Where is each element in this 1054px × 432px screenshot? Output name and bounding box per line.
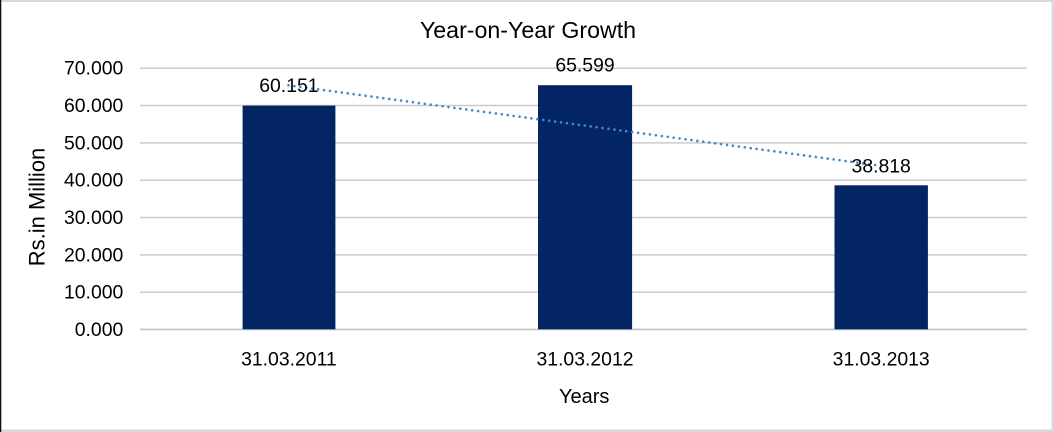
- svg-text:60.000: 60.000: [64, 95, 124, 117]
- svg-text:30.000: 30.000: [64, 207, 124, 229]
- svg-text:50.000: 50.000: [64, 132, 124, 154]
- svg-text:20.000: 20.000: [64, 244, 124, 266]
- svg-text:31.03.2012: 31.03.2012: [536, 348, 633, 370]
- svg-text:70.000: 70.000: [64, 58, 124, 80]
- svg-text:10.000: 10.000: [64, 282, 124, 304]
- svg-text:Years: Years: [559, 386, 609, 408]
- svg-text:Rs.in Million: Rs.in Million: [25, 148, 50, 267]
- svg-text:60.151: 60.151: [259, 75, 318, 97]
- svg-text:0.000: 0.000: [75, 319, 124, 341]
- svg-text:31.03.2013: 31.03.2013: [833, 348, 930, 370]
- svg-text:40.000: 40.000: [64, 170, 124, 192]
- svg-text:31.03.2011: 31.03.2011: [241, 348, 337, 370]
- svg-text:Year-on-Year Growth: Year-on-Year Growth: [420, 17, 636, 43]
- svg-text:65.599: 65.599: [555, 55, 614, 77]
- svg-text:38.818: 38.818: [852, 155, 911, 177]
